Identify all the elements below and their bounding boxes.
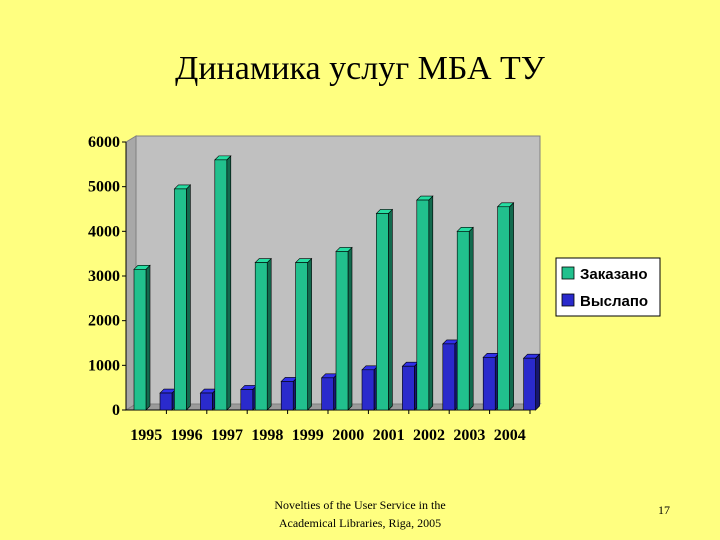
bar-ordered-1995 [133,268,147,411]
y-tick-label: 5000 [88,179,120,196]
bar-side-ordered-1995 [145,264,151,411]
y-tick-label: 3000 [88,268,120,285]
legend-label-ordered: Заказано [580,266,648,283]
bar-ordered-1998 [254,262,268,411]
bar-sent-1999 [321,377,334,411]
bar-side-ordered-1999 [307,257,312,411]
page-number: 17 [658,503,670,517]
slide-title: Динамика услуг МБА ТУ [175,50,545,87]
bar-sent-1996 [200,392,213,411]
bar-sent-1995 [159,392,173,411]
bar-sent-2001 [402,365,415,411]
bar-ordered-1999 [295,262,308,411]
x-tick-label: 2001 [373,427,405,444]
bar-side-sent-2004 [535,353,540,411]
bar-side-ordered-1998 [266,257,272,411]
bar-ordered-2003 [456,231,470,411]
bar-side-ordered-2000 [347,246,353,411]
x-tick-label: 1996 [171,427,203,444]
x-tick-label: 1995 [130,427,162,444]
bar-side-ordered-2003 [468,226,474,411]
y-tick-label: 2000 [88,313,120,330]
bars [133,155,541,411]
y-axis-ticks: 0 1000 2000 3000 4000 5000 6000 [88,134,126,419]
y-tick-label: 6000 [88,134,120,151]
bar-ordered-2002 [416,199,430,411]
bar-sent-2000 [361,369,375,411]
x-tick-label: 2003 [453,427,485,444]
x-tick-label: 2002 [413,427,445,444]
bar-sent-2002 [442,343,456,411]
bar-sent-1997 [240,389,254,411]
x-tick-label: 2000 [332,427,364,444]
bar-ordered-2004 [497,206,510,411]
bar-ordered-1997 [214,159,228,411]
x-axis-ticks: 1995 1996 1997 1998 1999 2000 2001 2002 2003 2004 [130,410,531,444]
legend-label-sent: Выслапо [580,293,648,310]
footer-text: Novelties of the User Service in the Aca… [230,496,490,532]
x-tick-label: 1997 [211,427,243,444]
footer-line-1: Novelties of the User Service in the [274,498,446,512]
bar-side-ordered-2002 [428,195,434,411]
bar-side-ordered-1996 [186,184,191,411]
bar-sent-1998 [280,381,294,411]
y-tick-label: 1000 [88,357,120,374]
bar-sent-2003 [482,356,496,411]
legend-swatch-ordered [561,266,575,280]
bar-side-ordered-2001 [388,208,393,411]
x-tick-label: 2004 [494,427,526,444]
footer-line-2: Academical Libraries, Riga, 2005 [278,516,442,530]
x-tick-label: 1998 [251,427,283,444]
bar-side-ordered-1997 [226,155,232,411]
y-tick-label: 4000 [88,223,120,240]
bar-ordered-2001 [376,213,389,411]
bar-side-ordered-2004 [509,202,514,411]
bar-ordered-1996 [174,188,187,411]
y-tick-label: 0 [112,402,120,419]
legend: Заказано Выслапо [555,257,661,317]
x-tick-label: 1999 [292,427,324,444]
bar-sent-2004 [523,357,536,411]
legend-swatch-sent [561,293,575,307]
bar-ordered-2000 [335,251,349,411]
